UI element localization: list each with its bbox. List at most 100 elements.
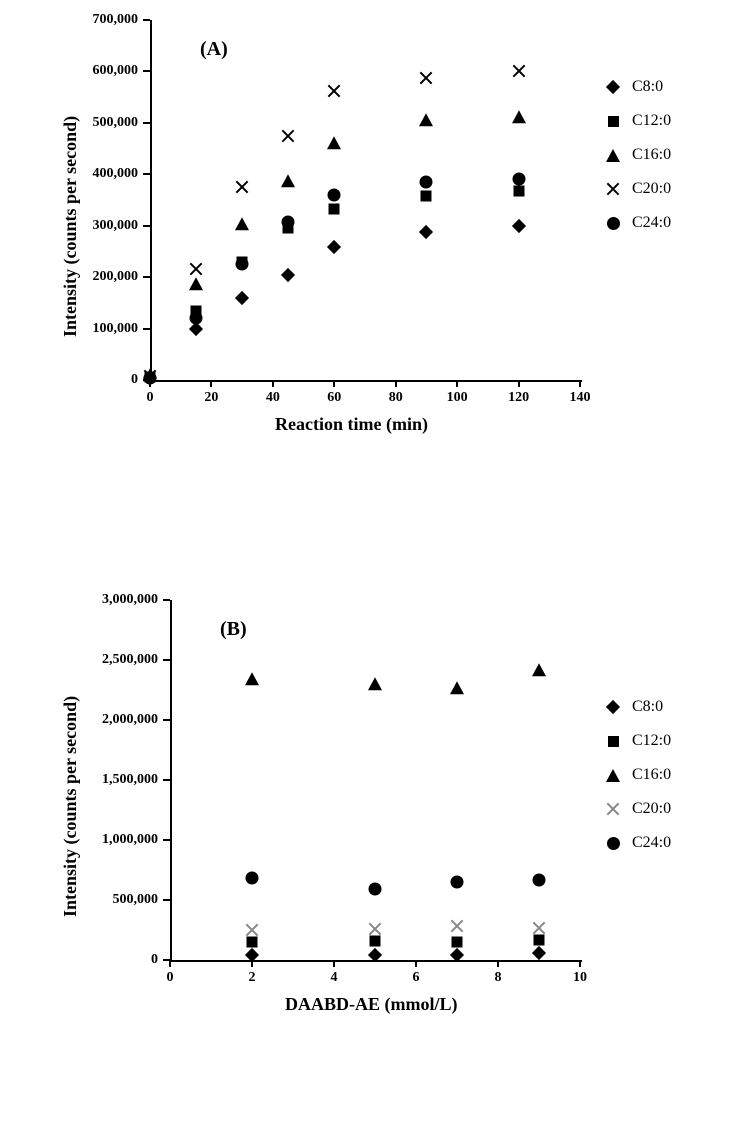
xtick [518, 380, 520, 387]
ytick [163, 839, 170, 841]
data-point [532, 921, 546, 935]
data-point [421, 190, 432, 201]
xtick [579, 960, 581, 967]
xtick [169, 960, 171, 967]
ytick-label: 0 [151, 952, 158, 968]
data-point [144, 371, 157, 384]
legend-marker [600, 694, 626, 720]
data-point [512, 110, 526, 123]
legend-item: C12:0 [600, 724, 671, 758]
xtick [333, 960, 335, 967]
ylabel-b: Intensity (counts per second) [60, 696, 81, 917]
xtick-label: 20 [204, 390, 218, 406]
legend-label: C8:0 [632, 78, 663, 96]
xtick-label: 6 [413, 970, 420, 986]
legend-label: C12:0 [632, 732, 671, 750]
data-point [450, 919, 464, 933]
xtick [456, 380, 458, 387]
data-point [450, 681, 464, 694]
ytick-label: 1,000,000 [102, 832, 158, 848]
legend-item: C12:0 [600, 104, 671, 138]
xtick-label: 0 [167, 970, 174, 986]
legend-label: C8:0 [632, 698, 663, 716]
ytick-label: 1,500,000 [102, 772, 158, 788]
xtick-label: 140 [570, 390, 591, 406]
chart-b: Intensity (counts per second) DAABD-AE (… [40, 590, 700, 1070]
data-point [236, 258, 249, 271]
ytick-label: 2,000,000 [102, 712, 158, 728]
xtick-label: 100 [447, 390, 468, 406]
legend-label: C16:0 [632, 766, 671, 784]
data-point [534, 934, 545, 945]
ytick-label: 700,000 [93, 12, 139, 28]
ytick [143, 276, 150, 278]
legend-item: C8:0 [600, 690, 671, 724]
legend-label: C12:0 [632, 112, 671, 130]
legend-marker [600, 210, 626, 236]
panel-label-a: (A) [200, 38, 228, 61]
plot-area-b [170, 600, 582, 962]
xtick-label: 2 [249, 970, 256, 986]
legend-marker [600, 728, 626, 754]
ytick-label: 300,000 [93, 218, 139, 234]
chart-a: Intensity (counts per second) Reaction t… [40, 10, 700, 490]
xtick [579, 380, 581, 387]
ytick [143, 122, 150, 124]
ytick-label: 0 [131, 372, 138, 388]
xtick-label: 60 [327, 390, 341, 406]
xlabel-a: Reaction time (min) [275, 414, 428, 435]
data-point [419, 114, 433, 127]
data-point [235, 180, 249, 194]
data-point [328, 188, 341, 201]
xlabel-b: DAABD-AE (mmol/L) [285, 994, 458, 1015]
data-point [245, 673, 259, 686]
xtick-label: 10 [573, 970, 587, 986]
data-point [370, 935, 381, 946]
legend-b: C8:0C12:0C16:0C20:0C24:0 [600, 690, 671, 860]
data-point [369, 883, 382, 896]
legend-item: C24:0 [600, 206, 671, 240]
xtick [210, 380, 212, 387]
data-point [368, 922, 382, 936]
data-point [329, 204, 340, 215]
legend-marker [600, 74, 626, 100]
xtick [272, 380, 274, 387]
ytick [143, 225, 150, 227]
legend-label: C20:0 [632, 800, 671, 818]
xtick-label: 40 [266, 390, 280, 406]
panel-label-b: (B) [220, 618, 247, 641]
ytick [163, 659, 170, 661]
xtick [497, 960, 499, 967]
legend-marker [600, 176, 626, 202]
data-point [512, 64, 526, 78]
xtick-label: 0 [147, 390, 154, 406]
data-point [327, 84, 341, 98]
ytick-label: 500,000 [93, 115, 139, 131]
data-point [247, 937, 258, 948]
xtick-label: 120 [508, 390, 529, 406]
data-point [420, 176, 433, 189]
data-point [189, 262, 203, 276]
data-point [533, 873, 546, 886]
data-point [512, 173, 525, 186]
xtick [395, 380, 397, 387]
xtick [333, 380, 335, 387]
data-point [452, 937, 463, 948]
xtick [415, 960, 417, 967]
legend-marker [600, 762, 626, 788]
ytick-label: 400,000 [93, 166, 139, 182]
ytick-label: 2,500,000 [102, 652, 158, 668]
legend-marker [600, 796, 626, 822]
legend-item: C20:0 [600, 792, 671, 826]
data-point [513, 185, 524, 196]
ytick [163, 899, 170, 901]
data-point [235, 217, 249, 230]
ytick-label: 600,000 [93, 63, 139, 79]
ytick [163, 599, 170, 601]
legend-label: C16:0 [632, 146, 671, 164]
data-point [246, 872, 259, 885]
legend-marker [600, 142, 626, 168]
ytick [143, 328, 150, 330]
ytick [143, 19, 150, 21]
legend-marker [600, 830, 626, 856]
